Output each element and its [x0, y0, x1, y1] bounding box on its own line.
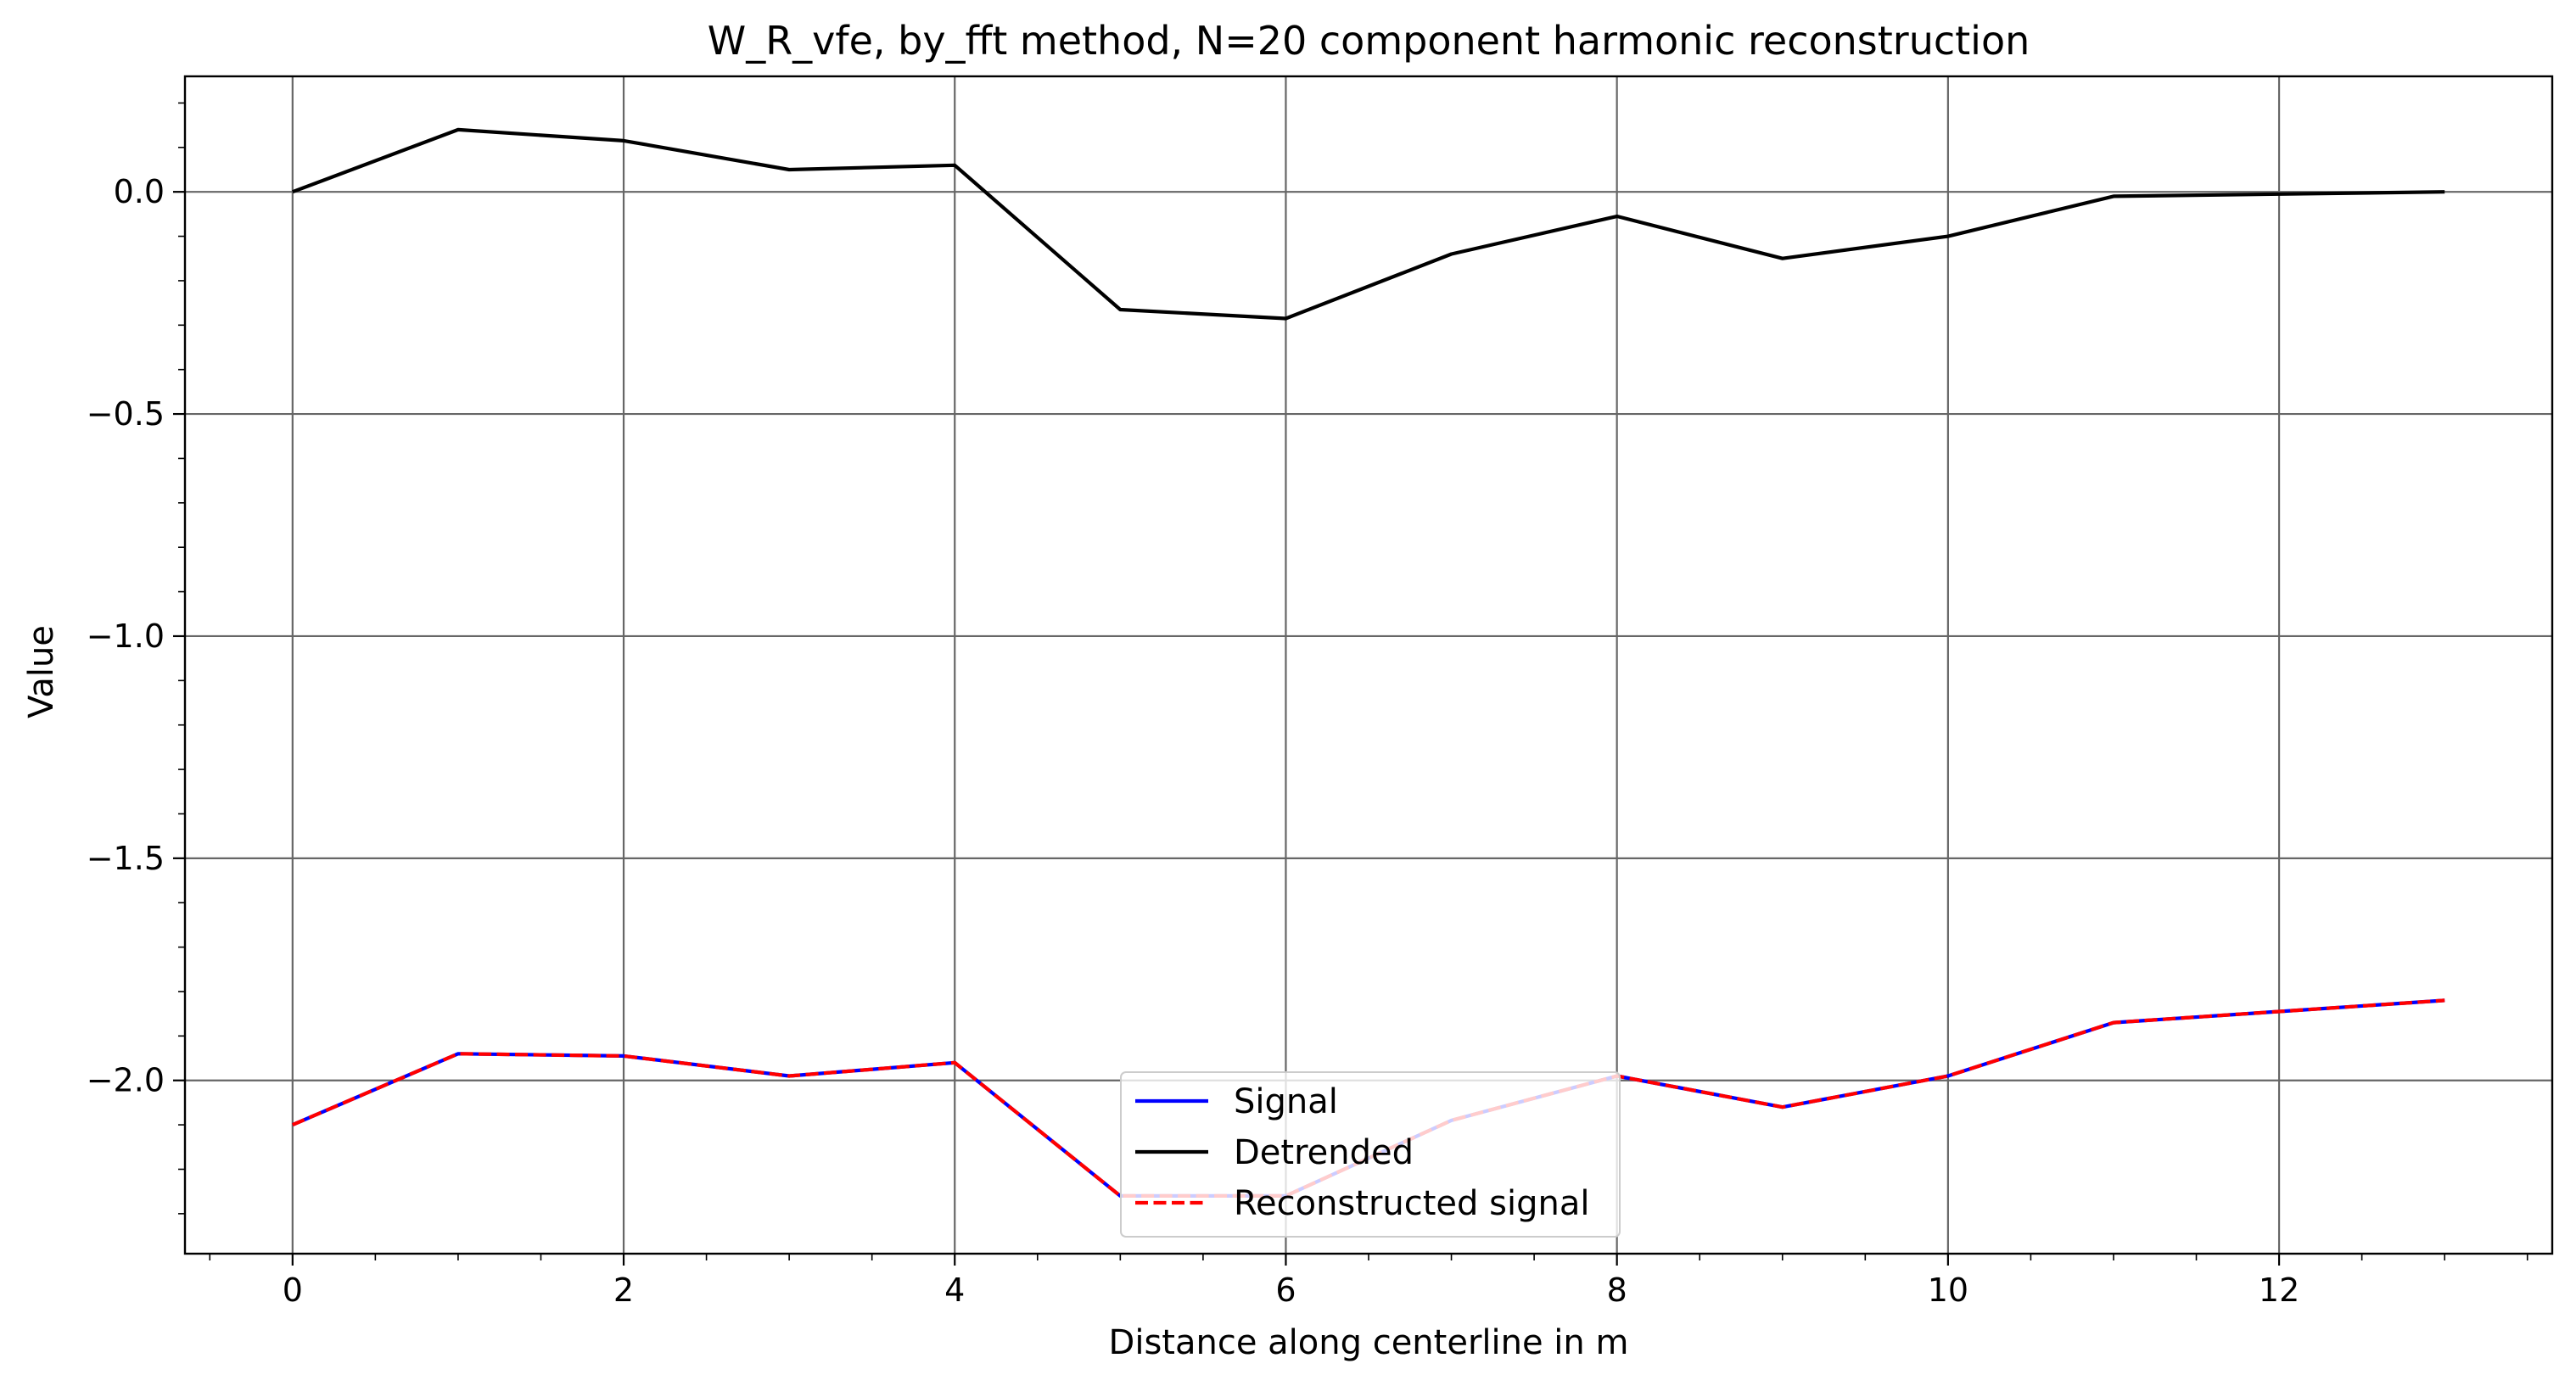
series-line-reconstructed-signal	[291, 998, 2445, 1199]
y-tick-label: 0.0	[114, 173, 165, 210]
grid-layer	[185, 76, 2552, 1254]
y-tick-label: −1.5	[87, 840, 165, 877]
y-tick-label: −1.0	[87, 618, 165, 655]
y-tick-label: −0.5	[87, 395, 165, 433]
legend-label: Detrended	[1234, 1133, 1414, 1172]
y-tick-label: −2.0	[87, 1062, 165, 1099]
series-layer	[291, 127, 2445, 1199]
x-tick-label: 0	[283, 1271, 303, 1309]
x-tick-label: 12	[2259, 1271, 2299, 1309]
series-line-detrended	[292, 127, 2445, 321]
y-axis-label: Value	[22, 625, 61, 718]
legend-box	[1120, 1071, 1621, 1238]
x-axis-label: Distance along centerline in m	[1109, 1323, 1629, 1362]
x-tick-label: 4	[944, 1271, 965, 1309]
legend: Signal Detrended Reconstructed signal	[1120, 1071, 1621, 1238]
chart-title: W_R_vfe, by_fft method, N=20 component h…	[708, 18, 2030, 64]
x-tick-label: 10	[1928, 1271, 1968, 1309]
x-tick-label: 6	[1275, 1271, 1296, 1309]
legend-label: Reconstructed signal	[1234, 1184, 1589, 1223]
x-tick-label: 8	[1607, 1271, 1627, 1309]
tick-layer: 0 2 4 6 8 10 12 0.0 −0.5 −1.0 −1.5 −2.0	[87, 102, 2528, 1309]
legend-label: Signal	[1234, 1082, 1338, 1121]
x-tick-label: 2	[613, 1271, 634, 1309]
